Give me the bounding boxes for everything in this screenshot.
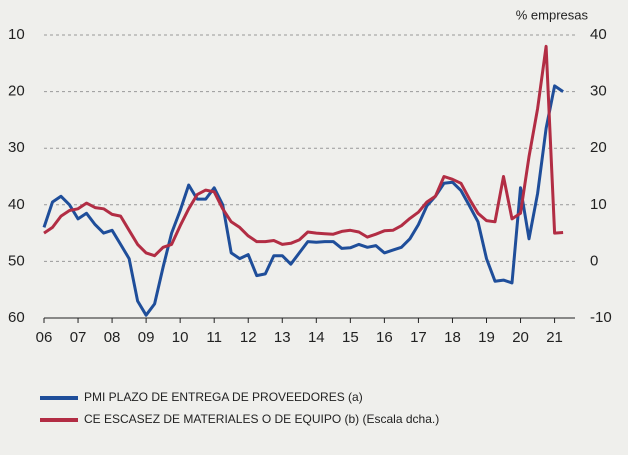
x-tick-label: 15 (342, 329, 359, 346)
y-tick-label: 20 (8, 83, 25, 100)
x-tick-label: 18 (444, 329, 461, 346)
y2-tick-label: 40 (590, 26, 607, 43)
y-tick-label: 10 (8, 26, 25, 43)
x-tick-label: 20 (512, 329, 529, 346)
x-tick-label: 16 (376, 329, 393, 346)
legend-label: CE ESCASEZ DE MATERIALES O DE EQUIPO (b)… (84, 412, 439, 426)
legend-label: PMI PLAZO DE ENTREGA DE PROVEEDORES (a) (84, 390, 363, 404)
x-tick-label: 19 (478, 329, 495, 346)
x-tick-label: 13 (274, 329, 291, 346)
y2-tick-label: 20 (590, 139, 607, 156)
x-tick-label: 21 (546, 329, 563, 346)
x-tick-label: 17 (410, 329, 427, 346)
y2-tick-label: 10 (590, 196, 607, 213)
x-tick-label: 06 (36, 329, 53, 346)
series-line (43, 44, 564, 258)
x-tick-label: 12 (240, 329, 257, 346)
x-tick-label: 10 (172, 329, 189, 346)
x-tick-label: 08 (104, 329, 121, 346)
y-tick-label: 60 (8, 309, 25, 326)
y2-tick-label: -10 (590, 309, 612, 326)
y2-tick-label: 30 (590, 83, 607, 100)
y-tick-label: 30 (8, 139, 25, 156)
unit-label: % empresas (516, 7, 589, 22)
y2-tick-label: 0 (590, 252, 598, 269)
x-tick-label: 07 (70, 329, 87, 346)
y-tick-label: 50 (8, 252, 25, 269)
series-line (42, 84, 564, 317)
x-tick-label: 14 (308, 329, 325, 346)
x-tick-label: 09 (138, 329, 155, 346)
y-tick-label: 40 (8, 196, 25, 213)
x-tick-label: 11 (206, 329, 222, 346)
